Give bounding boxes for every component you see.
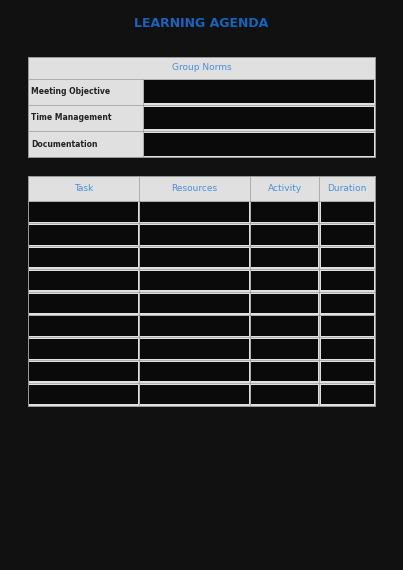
Text: Meeting Objective: Meeting Objective <box>31 87 110 96</box>
FancyBboxPatch shape <box>29 225 138 245</box>
FancyBboxPatch shape <box>320 202 374 222</box>
Text: Duration: Duration <box>327 184 367 193</box>
FancyBboxPatch shape <box>29 339 138 359</box>
FancyBboxPatch shape <box>144 80 374 103</box>
Text: Time Management: Time Management <box>31 113 112 123</box>
FancyBboxPatch shape <box>140 248 249 267</box>
FancyBboxPatch shape <box>320 271 374 290</box>
FancyBboxPatch shape <box>29 202 138 222</box>
FancyBboxPatch shape <box>29 248 138 267</box>
FancyBboxPatch shape <box>251 385 318 404</box>
FancyBboxPatch shape <box>251 202 318 222</box>
FancyBboxPatch shape <box>140 271 249 290</box>
FancyBboxPatch shape <box>140 316 249 336</box>
FancyBboxPatch shape <box>29 294 138 313</box>
FancyBboxPatch shape <box>251 271 318 290</box>
FancyBboxPatch shape <box>251 339 318 359</box>
Text: Activity: Activity <box>268 184 302 193</box>
FancyBboxPatch shape <box>320 225 374 245</box>
FancyBboxPatch shape <box>29 385 138 404</box>
FancyBboxPatch shape <box>320 316 374 336</box>
FancyBboxPatch shape <box>320 248 374 267</box>
FancyBboxPatch shape <box>144 107 374 129</box>
FancyBboxPatch shape <box>251 362 318 381</box>
FancyBboxPatch shape <box>29 271 138 290</box>
FancyBboxPatch shape <box>140 385 249 404</box>
FancyBboxPatch shape <box>28 176 375 406</box>
FancyBboxPatch shape <box>140 202 249 222</box>
FancyBboxPatch shape <box>140 225 249 245</box>
FancyBboxPatch shape <box>320 294 374 313</box>
FancyBboxPatch shape <box>251 316 318 336</box>
FancyBboxPatch shape <box>140 294 249 313</box>
FancyBboxPatch shape <box>140 339 249 359</box>
FancyBboxPatch shape <box>251 294 318 313</box>
Text: LEARNING AGENDA: LEARNING AGENDA <box>134 18 269 30</box>
Text: Group Norms: Group Norms <box>172 63 231 72</box>
FancyBboxPatch shape <box>320 362 374 381</box>
FancyBboxPatch shape <box>28 57 375 157</box>
Text: Resources: Resources <box>172 184 218 193</box>
Text: Task: Task <box>74 184 93 193</box>
Text: Documentation: Documentation <box>31 140 98 149</box>
FancyBboxPatch shape <box>29 316 138 336</box>
FancyBboxPatch shape <box>251 248 318 267</box>
FancyBboxPatch shape <box>140 362 249 381</box>
FancyBboxPatch shape <box>251 225 318 245</box>
FancyBboxPatch shape <box>320 339 374 359</box>
FancyBboxPatch shape <box>29 362 138 381</box>
FancyBboxPatch shape <box>144 133 374 156</box>
FancyBboxPatch shape <box>320 385 374 404</box>
